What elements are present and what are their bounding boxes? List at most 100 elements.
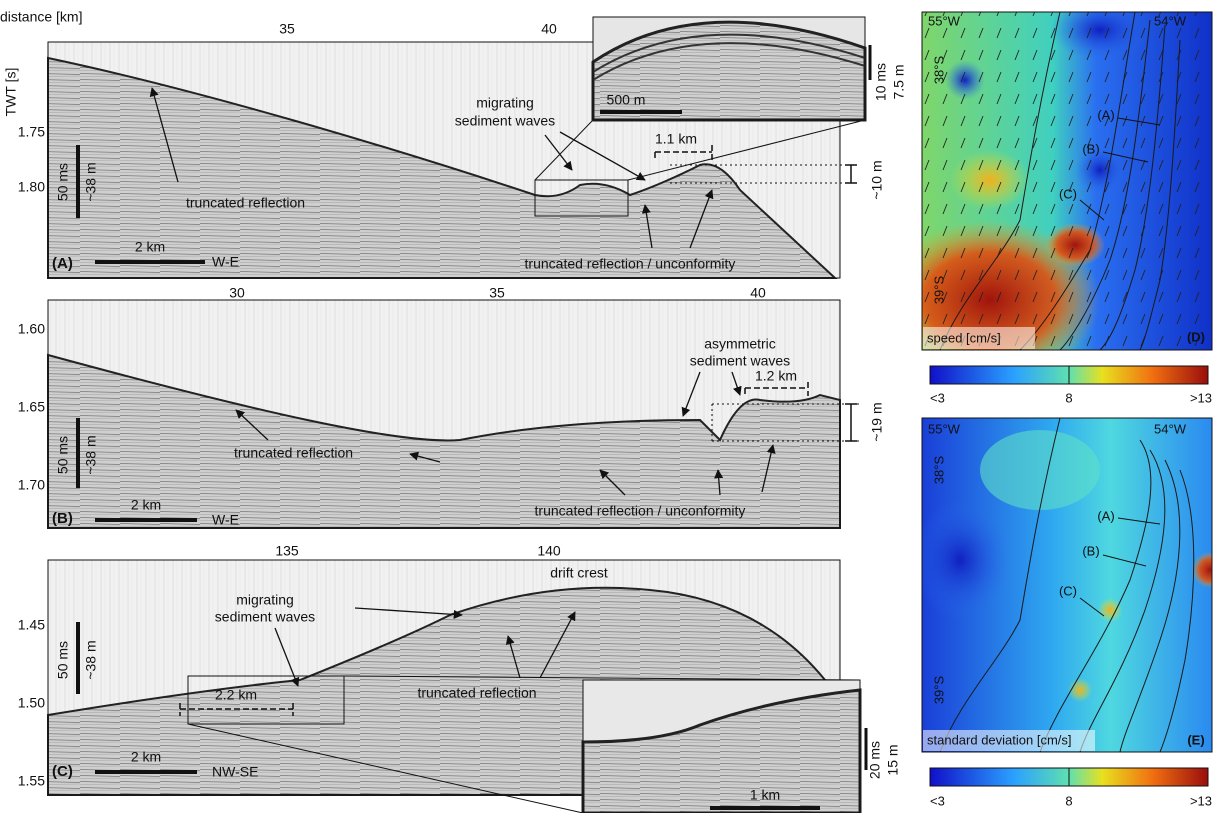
contour [1159,469,1195,752]
wavelength-bar [744,382,809,396]
longitude-label: 55°W [928,13,961,28]
panel-frame [47,41,841,279]
profile-line [1102,554,1147,567]
map-quantity: speed [cm/s] [927,330,1001,345]
profile-label: (A) [1097,107,1114,122]
scale-label: 50 ms [55,641,71,679]
annotation: truncated reflection / unconformity [535,503,746,519]
panel-b: 30 35 40 1.60 1.65 1.70 50 ms ~38 m trun… [18,285,885,529]
colorbar-label: >13 [1190,793,1212,808]
annotation-arrow [714,469,724,496]
panel-label: (D) [1187,329,1205,344]
annotation: truncated reflection / unconformity [525,256,736,272]
map-frame [921,417,1213,753]
scale-label: 10 ms [873,63,889,101]
scale-label: 1 km [750,787,780,803]
profile-line [1102,151,1149,163]
velocity-vectors [922,12,1212,350]
x-tick-label: 35 [279,21,295,37]
map-field [922,500,1010,620]
x-tick-label: 40 [750,285,766,301]
map-frame [921,11,1213,351]
y-tick-label: 1.80 [18,179,45,195]
x-tick-label: 135 [275,543,299,559]
profile-line [1117,517,1161,525]
inset-frame [582,679,861,813]
height-bar [845,164,857,184]
scale-label: 2 km [131,497,161,513]
annotation: sediment waves [455,113,555,129]
annotation: drift crest [550,565,608,581]
longitude-label: 54°W [1154,421,1187,436]
colorbar-label: 8 [1065,390,1072,405]
profile-direction: W-E [212,254,239,270]
scale-label: 50 ms [55,163,71,201]
annotation: sediment waves [690,353,790,369]
seafloor-reflection [47,56,838,279]
scale-label: ~38 m [83,162,99,201]
latitude-label: 39°S [931,676,946,705]
contour [939,418,1061,752]
annotation: truncated reflection [234,445,353,461]
annotation-arrow [681,371,701,417]
panel-frame [47,299,841,529]
longitude-label: 54°W [1154,13,1187,28]
scale-label: 2 km [135,239,165,255]
x-tick-label: 140 [537,543,561,559]
annotation-arrow [149,87,179,183]
panel-c: 135 140 1.45 1.50 1.55 50 ms ~38 m migra… [18,543,901,813]
panel-a: distance [km] 35 40 TWT [s] 1.75 1.80 50… [0,9,907,279]
y-tick-label: 1.50 [18,695,45,711]
profile-label: (C) [1059,186,1077,201]
contour [1019,12,1136,350]
x-tick-label: 35 [489,285,505,301]
contour [1099,24,1166,350]
colorbar-label: <3 [930,793,945,808]
wavelength-bar [179,703,294,716]
annotation-arrow [761,444,776,493]
annotation: asymmetric [704,336,776,352]
label-background [923,327,1035,349]
y-tick-label: 1.55 [18,773,45,789]
annotation: truncated reflection [186,195,305,211]
contour [1119,459,1181,752]
scale-label: 2 km [131,749,161,765]
annotation-arrow [354,607,463,620]
panel-label: (A) [52,255,73,272]
x-tick-label: 30 [229,285,245,301]
annotation: 1.1 km [655,131,697,147]
speed-map [922,12,1212,350]
y-tick-label: 1.70 [18,477,45,493]
wavelength-bar [654,145,713,160]
annotation: ~19 m [869,402,885,441]
annotation-arrow [641,204,653,249]
connector [343,675,861,681]
profile-direction: NW-SE [212,764,258,780]
connector [627,119,866,181]
connector [534,119,594,181]
annotation: migrating [476,95,534,111]
scale-label: 20 ms [867,741,883,779]
annotation: migrating [236,592,294,608]
profile-line [1079,597,1105,617]
map-field [1192,552,1212,588]
axis-title: distance [km] [0,9,82,25]
colorbar-label: <3 [930,390,945,405]
scale-label: 7.5 m [891,64,907,99]
annotation-arrow [731,371,742,396]
panel-label: (B) [52,510,73,527]
longitude-label: 55°W [928,421,961,436]
panel-label: (E) [1187,732,1204,747]
contour [1079,449,1166,752]
profile-label: (A) [1097,508,1114,523]
panel-d: 55°W 54°W 38°S 39°S (A) (B) (C) speed [c… [921,11,1213,405]
connector [187,723,584,813]
zoom-window [534,179,629,217]
height-bar [845,403,857,442]
map-field [1068,678,1092,702]
panel-e: 55°W 54°W 38°S 39°S (A) (B) (C) standard… [921,417,1213,808]
annotation-arrow [235,409,269,441]
profile-label: (C) [1059,583,1077,598]
contour [1039,439,1152,752]
profile-line [1117,117,1161,126]
